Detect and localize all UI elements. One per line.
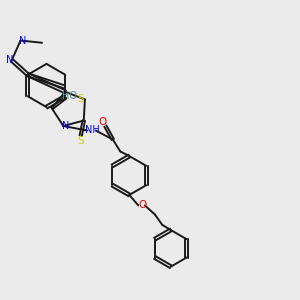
- Text: HO: HO: [62, 91, 77, 101]
- Text: S: S: [77, 136, 84, 146]
- Text: S: S: [78, 94, 84, 104]
- Text: O: O: [98, 117, 106, 128]
- Text: N: N: [62, 121, 69, 131]
- Text: N: N: [19, 35, 27, 46]
- Text: O: O: [139, 200, 147, 210]
- Text: N: N: [6, 55, 13, 65]
- Text: NH: NH: [85, 125, 100, 135]
